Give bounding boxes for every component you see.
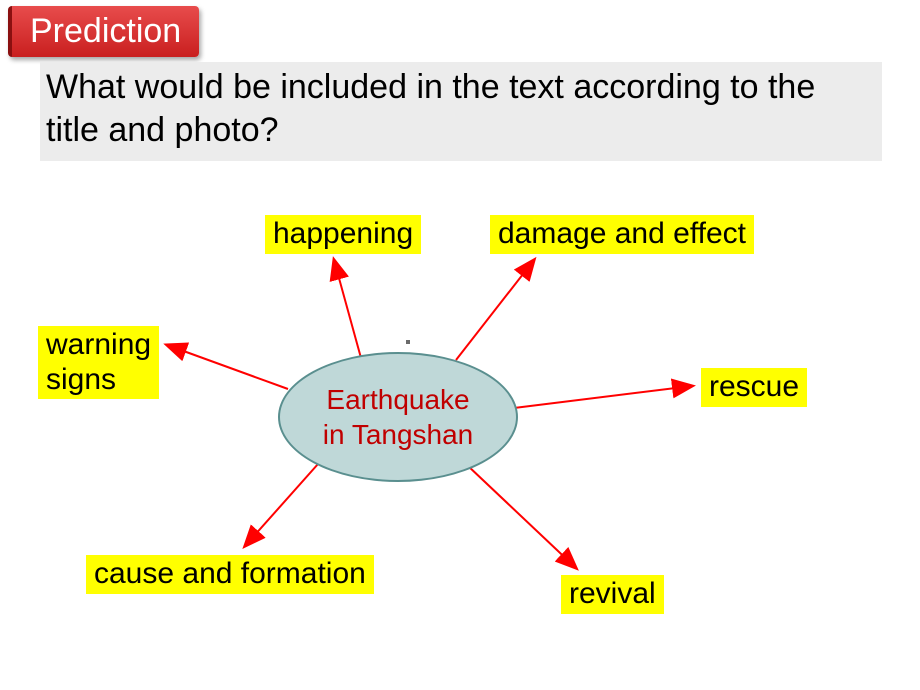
node-warning: warningsigns: [38, 326, 159, 399]
node-cause: cause and formation: [86, 555, 374, 594]
arrow-cause: [245, 464, 318, 546]
arrow-rescue: [514, 386, 692, 408]
node-revival: revival: [561, 575, 664, 614]
question-text: What would be included in the text accor…: [40, 62, 882, 161]
arrow-warning: [167, 345, 288, 389]
arrow-revival: [467, 465, 576, 568]
center-topic-label: Earthquakein Tangshan: [323, 382, 474, 452]
prediction-badge: Prediction: [8, 6, 199, 57]
node-happening: happening: [265, 215, 421, 254]
badge-label: Prediction: [30, 12, 181, 50]
arrow-damage: [456, 260, 534, 360]
node-damage: damage and effect: [490, 215, 754, 254]
node-rescue: rescue: [701, 368, 807, 407]
center-topic: Earthquakein Tangshan: [278, 352, 518, 482]
stray-dot: [406, 340, 410, 344]
arrow-happening: [334, 260, 361, 358]
